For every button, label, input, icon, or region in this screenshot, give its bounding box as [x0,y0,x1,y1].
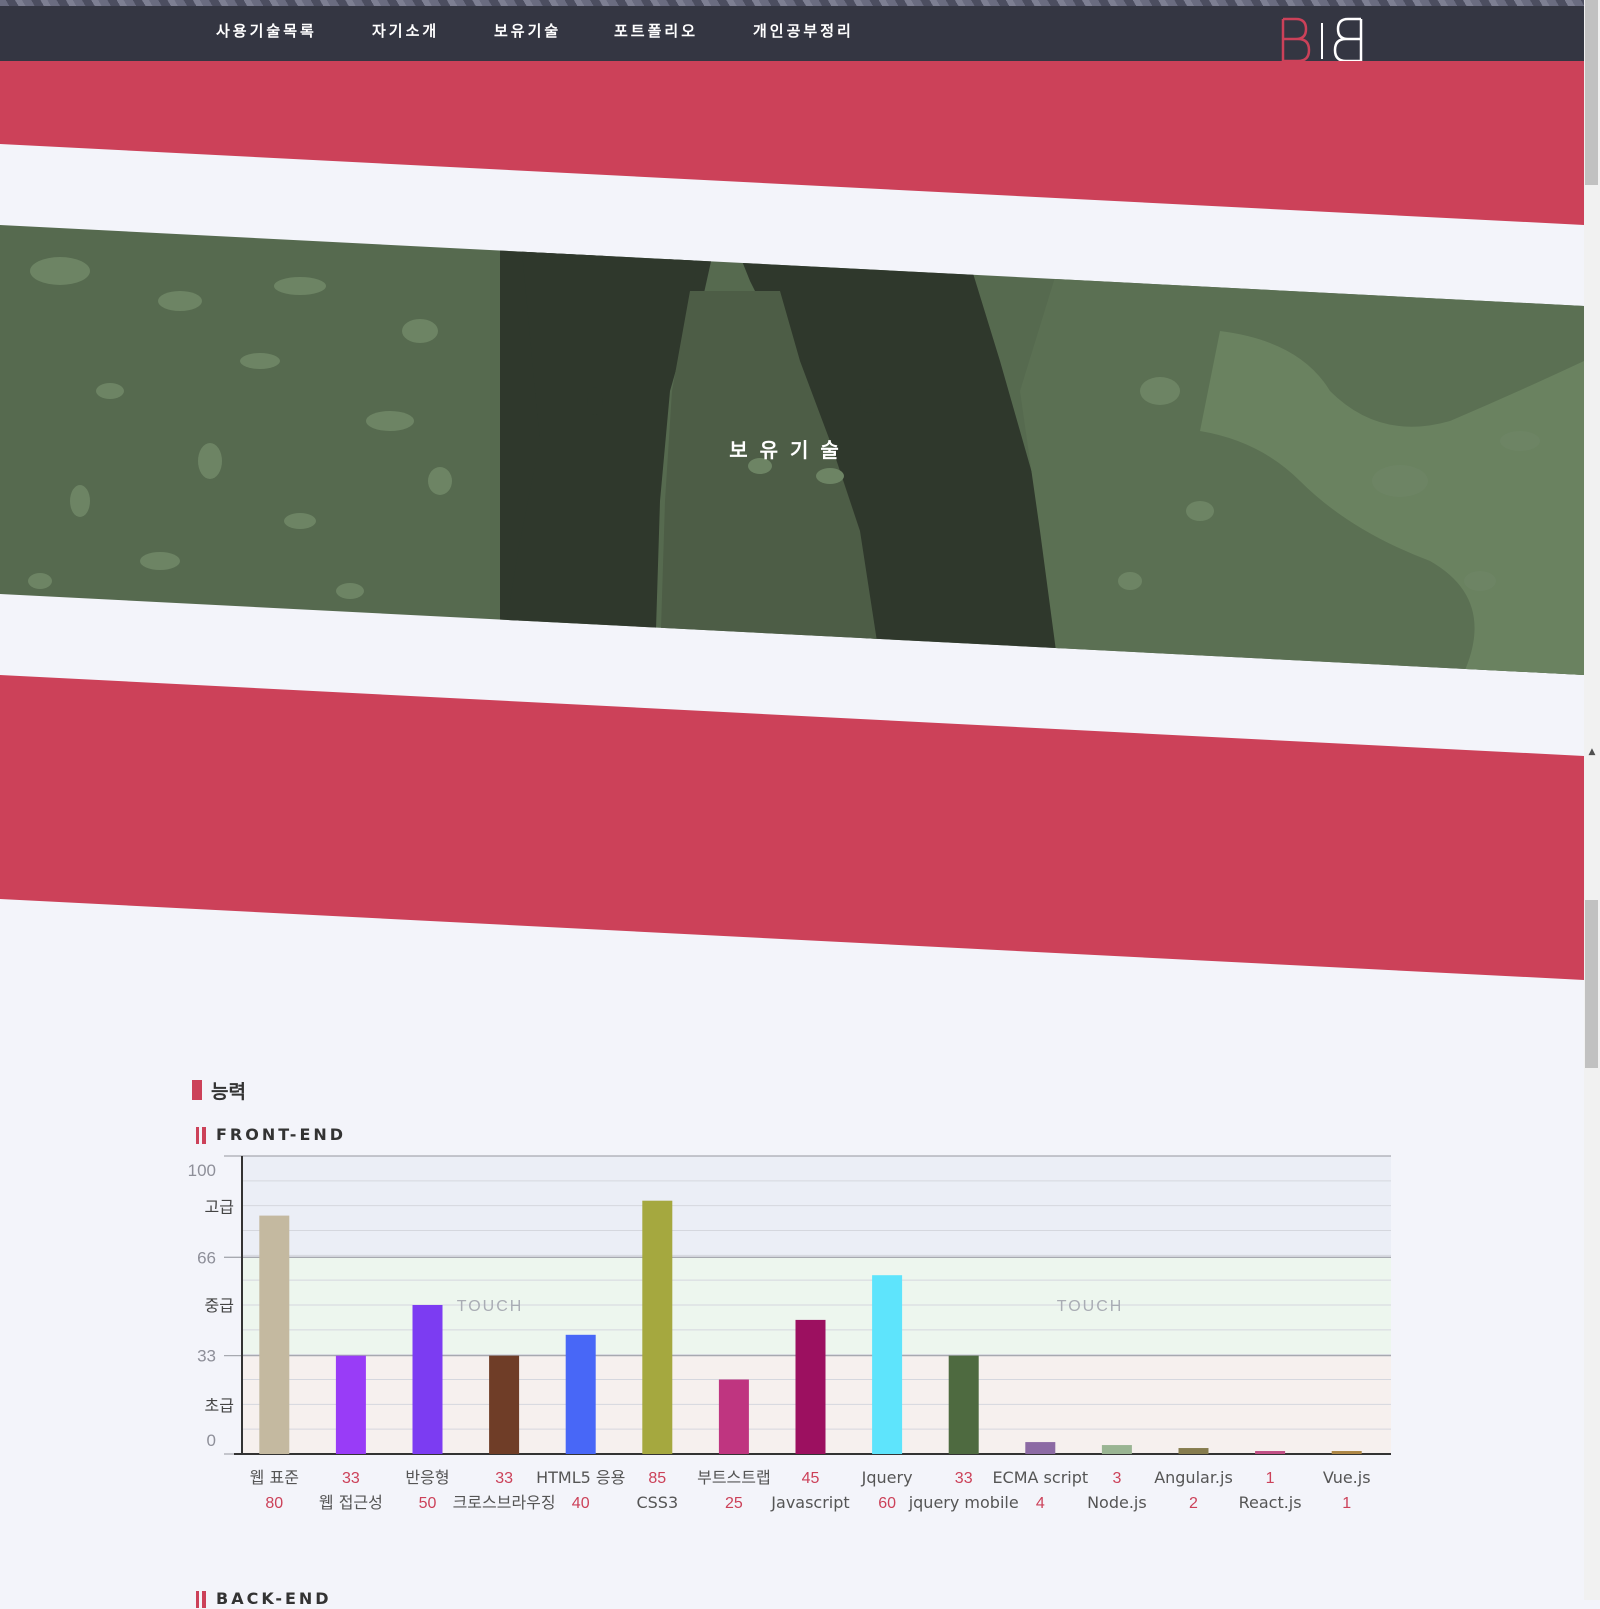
chart-zone-label: TOUCH [457,1298,524,1315]
hero-banner [0,61,1584,980]
y-level-label: 중급 [205,1296,234,1315]
chart-bar [1331,1451,1362,1454]
chart-bar [412,1305,443,1454]
chart-bar [1178,1448,1209,1454]
x-category-label: HTML5 응용 [536,1468,625,1487]
y-tick-label: 100 [188,1161,216,1180]
data-value-label: 3 [1112,1470,1121,1487]
hero-title: 보유기술 [729,438,851,462]
data-value-label: 45 [802,1470,820,1487]
nav-item-study-notes[interactable]: 개인공부정리 [753,22,854,40]
nav-item-about[interactable]: 자기소개 [372,22,440,40]
chart-bar [259,1215,290,1454]
data-value-label: 33 [342,1470,360,1487]
x-category-label: 웹 접근성 [319,1493,383,1512]
x-category-label: 반응형 [405,1468,449,1487]
nav-item-tech-list[interactable]: 사용기술목록 [216,22,317,40]
x-category-label: Node.js [1087,1493,1147,1512]
data-value-label: 25 [725,1495,743,1512]
top-navigation-bar: 사용기술목록 자기소개 보유기술 포트폴리오 개인공부정리 B|B [0,6,1584,64]
x-category-label: 부트스트랩 [697,1468,771,1487]
data-value-label: 33 [495,1470,513,1487]
data-value-label: 80 [265,1495,283,1512]
double-bar-marker-icon [196,1127,206,1144]
x-category-label: 웹 표준 [250,1468,299,1487]
chart-bar [642,1200,673,1454]
data-value-label: 60 [878,1495,896,1512]
x-category-label: Angular.js [1154,1468,1233,1487]
bottom-red-band [0,675,1584,980]
chart-zone-label: TOUCH [1057,1298,1124,1315]
heading-marker-icon [192,1080,202,1100]
x-category-label: ECMA script [992,1468,1088,1487]
scrollbar-track[interactable] [1584,0,1600,1600]
data-value-label: 1 [1266,1470,1275,1487]
nav-item-skills[interactable]: 보유기술 [494,22,562,40]
x-category-label: CSS3 [636,1493,678,1512]
chart-bar [1101,1445,1132,1454]
hero-background-image [0,225,1584,675]
chart-bar [565,1334,596,1454]
data-value-label: 85 [648,1470,666,1487]
nav-item-portfolio[interactable]: 포트폴리오 [614,22,699,40]
x-category-label: jquery mobile [908,1493,1019,1512]
chart-zone-intermediate [242,1257,1391,1356]
scrollbar-thumb[interactable] [1585,0,1598,185]
data-value-label: 1 [1342,1495,1351,1512]
data-value-label: 4 [1036,1495,1045,1512]
chart-bar [1025,1442,1056,1454]
abilities-title: 능력 [211,1081,246,1103]
chart-bar [335,1355,366,1454]
y-level-label: 고급 [205,1198,234,1217]
x-category-label: React.js [1239,1493,1302,1512]
y-tick-label: 66 [197,1248,216,1267]
top-red-band [0,61,1584,225]
y-level-label: 초급 [205,1396,234,1415]
chart-bar [718,1379,749,1454]
x-category-label: 크로스브라우징 [453,1493,556,1512]
x-category-label: Javascript [770,1493,849,1512]
chart-zone-advanced [242,1156,1391,1258]
chart-bar [872,1275,903,1454]
chart-zone-beginner [242,1355,1391,1454]
chart-bar [948,1355,979,1454]
data-value-label: 50 [419,1495,437,1512]
data-value-label: 40 [572,1495,590,1512]
x-category-label: Vue.js [1323,1468,1371,1487]
scroll-up-arrow-icon[interactable]: ▲ [1588,747,1596,757]
chart-bar [489,1355,520,1454]
chart-bar [795,1319,826,1454]
y-tick-label: 0 [207,1431,216,1450]
logo[interactable]: B|B [1280,16,1364,64]
data-value-label: 33 [955,1470,973,1487]
top-decorative-strip [0,0,1584,6]
frontend-title: FRONT-END [216,1125,347,1144]
chart-bar [1255,1451,1286,1454]
backend-title: BACK-END [216,1589,332,1608]
y-tick-label: 33 [197,1347,216,1366]
x-category-label: Jquery [861,1468,913,1487]
inner-scrollbar-thumb[interactable] [1585,900,1598,1068]
data-value-label: 2 [1189,1495,1198,1512]
